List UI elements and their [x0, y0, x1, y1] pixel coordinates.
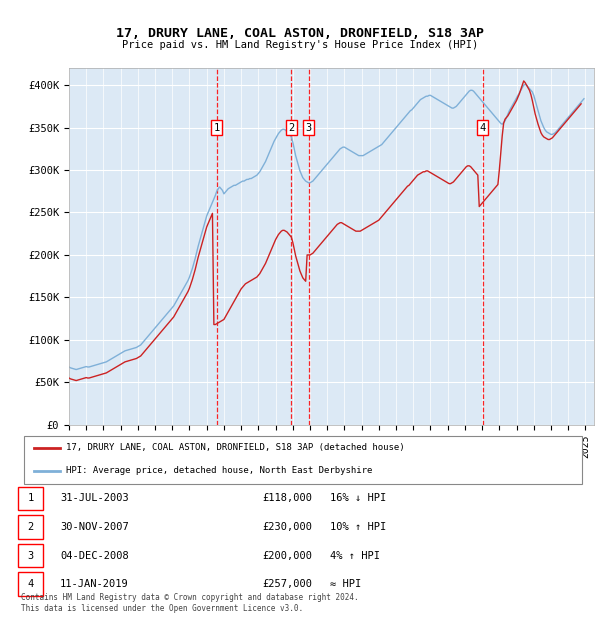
Text: Contains HM Land Registry data © Crown copyright and database right 2024.
This d: Contains HM Land Registry data © Crown c… — [21, 593, 359, 613]
Text: £200,000: £200,000 — [262, 551, 312, 560]
Text: 16% ↓ HPI: 16% ↓ HPI — [330, 494, 386, 503]
FancyBboxPatch shape — [24, 436, 582, 484]
Text: 04-DEC-2008: 04-DEC-2008 — [60, 551, 129, 560]
Text: 3: 3 — [28, 551, 34, 560]
Text: £257,000: £257,000 — [262, 579, 312, 589]
Text: 31-JUL-2003: 31-JUL-2003 — [60, 494, 129, 503]
Text: 4: 4 — [28, 579, 34, 589]
Text: 1: 1 — [214, 123, 220, 133]
Text: 17, DRURY LANE, COAL ASTON, DRONFIELD, S18 3AP: 17, DRURY LANE, COAL ASTON, DRONFIELD, S… — [116, 27, 484, 40]
Text: 30-NOV-2007: 30-NOV-2007 — [60, 522, 129, 532]
Text: £230,000: £230,000 — [262, 522, 312, 532]
Text: HPI: Average price, detached house, North East Derbyshire: HPI: Average price, detached house, Nort… — [66, 466, 372, 475]
Text: 3: 3 — [305, 123, 312, 133]
Text: £118,000: £118,000 — [262, 494, 312, 503]
Text: ≈ HPI: ≈ HPI — [330, 579, 361, 589]
Text: 4: 4 — [479, 123, 486, 133]
Text: 2: 2 — [28, 522, 34, 532]
Text: Price paid vs. HM Land Registry's House Price Index (HPI): Price paid vs. HM Land Registry's House … — [122, 40, 478, 50]
Text: 11-JAN-2019: 11-JAN-2019 — [60, 579, 129, 589]
Text: 2: 2 — [288, 123, 295, 133]
Text: 10% ↑ HPI: 10% ↑ HPI — [330, 522, 386, 532]
Text: 1: 1 — [28, 494, 34, 503]
Text: 17, DRURY LANE, COAL ASTON, DRONFIELD, S18 3AP (detached house): 17, DRURY LANE, COAL ASTON, DRONFIELD, S… — [66, 443, 404, 453]
Text: 4% ↑ HPI: 4% ↑ HPI — [330, 551, 380, 560]
